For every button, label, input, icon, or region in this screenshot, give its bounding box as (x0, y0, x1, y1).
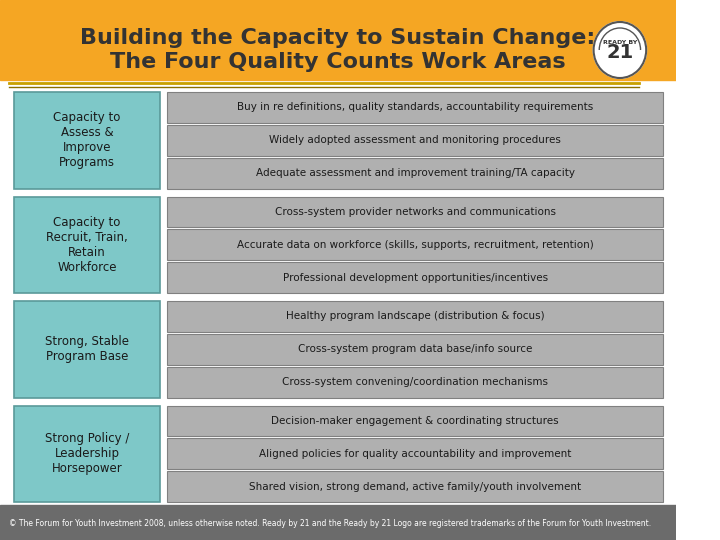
Text: Strong Policy /
Leadership
Horsepower: Strong Policy / Leadership Horsepower (45, 432, 129, 475)
Text: Buy in re definitions, quality standards, accountability requirements: Buy in re definitions, quality standards… (237, 103, 593, 112)
Text: Capacity to
Assess &
Improve
Programs: Capacity to Assess & Improve Programs (53, 111, 120, 169)
FancyBboxPatch shape (167, 262, 663, 293)
FancyBboxPatch shape (14, 406, 160, 502)
Text: Professional development opportunities/incentives: Professional development opportunities/i… (282, 273, 548, 282)
Text: Shared vision, strong demand, active family/youth involvement: Shared vision, strong demand, active fam… (249, 482, 581, 491)
FancyBboxPatch shape (167, 367, 663, 397)
Text: The Four Quality Counts Work Areas: The Four Quality Counts Work Areas (110, 52, 566, 72)
FancyBboxPatch shape (167, 230, 663, 260)
FancyBboxPatch shape (167, 438, 663, 469)
Text: Healthy program landscape (distribution & focus): Healthy program landscape (distribution … (286, 312, 544, 321)
Text: Cross-system convening/coordination mechanisms: Cross-system convening/coordination mech… (282, 377, 548, 387)
Text: Aligned policies for quality accountability and improvement: Aligned policies for quality accountabil… (259, 449, 572, 459)
Circle shape (593, 22, 646, 78)
FancyBboxPatch shape (167, 125, 663, 156)
FancyBboxPatch shape (167, 197, 663, 227)
FancyBboxPatch shape (167, 406, 663, 436)
FancyBboxPatch shape (14, 301, 160, 397)
Text: 21: 21 (606, 44, 634, 63)
Text: Decision-maker engagement & coordinating structures: Decision-maker engagement & coordinating… (271, 416, 559, 426)
Text: Accurate data on workforce (skills, supports, recruitment, retention): Accurate data on workforce (skills, supp… (237, 240, 593, 249)
FancyBboxPatch shape (167, 301, 663, 332)
Bar (0, 505, 676, 540)
Text: READY BY: READY BY (603, 40, 637, 45)
Bar (0, 0, 676, 80)
Text: Cross-system provider networks and communications: Cross-system provider networks and commu… (274, 207, 556, 217)
Text: © The Forum for Youth Investment 2008, unless otherwise noted. Ready by 21 and t: © The Forum for Youth Investment 2008, u… (9, 518, 652, 528)
FancyBboxPatch shape (14, 92, 160, 188)
FancyBboxPatch shape (167, 158, 663, 188)
FancyBboxPatch shape (14, 197, 160, 293)
Text: Widely adopted assessment and monitoring procedures: Widely adopted assessment and monitoring… (269, 135, 561, 145)
Text: Building the Capacity to Sustain Change:: Building the Capacity to Sustain Change: (81, 28, 595, 48)
Text: Capacity to
Recruit, Train,
Retain
Workforce: Capacity to Recruit, Train, Retain Workf… (46, 216, 127, 274)
FancyBboxPatch shape (167, 471, 663, 502)
Text: Adequate assessment and improvement training/TA capacity: Adequate assessment and improvement trai… (256, 168, 575, 178)
FancyBboxPatch shape (167, 334, 663, 364)
Text: Cross-system program data base/info source: Cross-system program data base/info sour… (298, 345, 532, 354)
Text: Strong, Stable
Program Base: Strong, Stable Program Base (45, 335, 129, 363)
FancyBboxPatch shape (167, 92, 663, 123)
